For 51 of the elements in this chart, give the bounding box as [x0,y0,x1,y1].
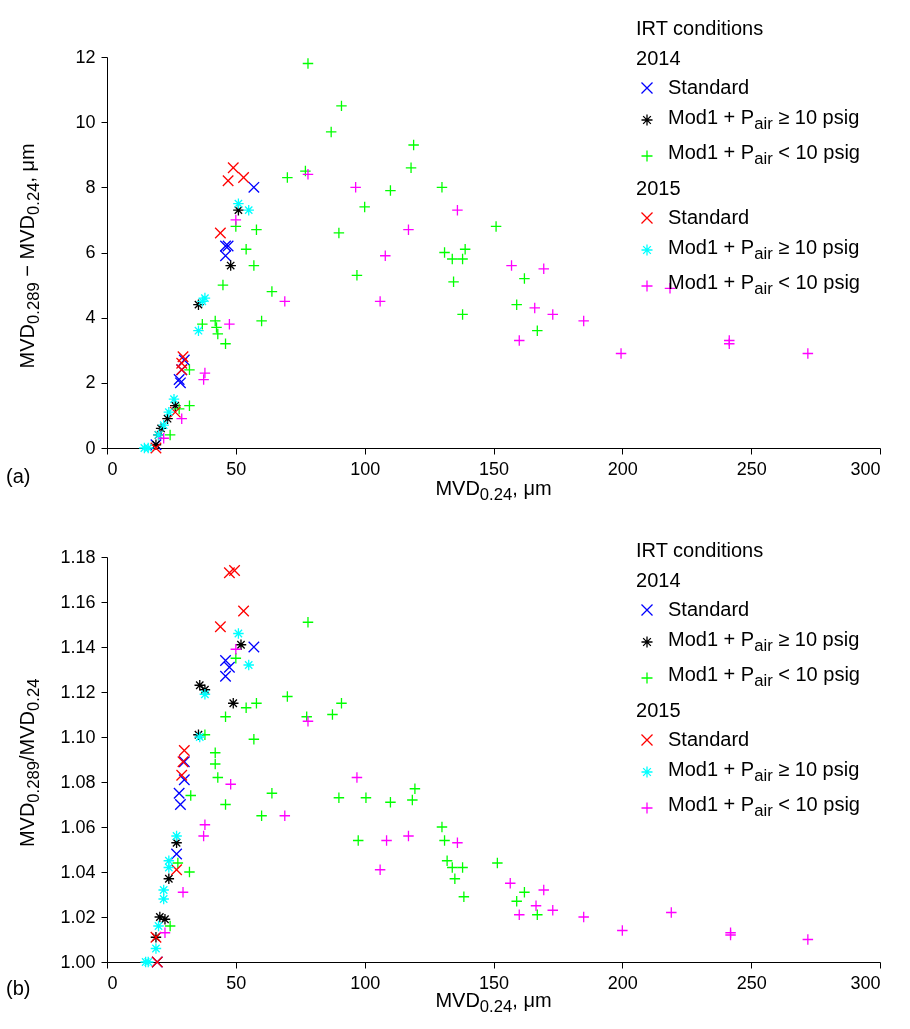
x-tick-label: 250 [736,972,767,993]
x-tick-label: 200 [607,972,638,993]
x-axis-title: MVD$_{0.24}$, μm [434,477,553,504]
y-tick-label: 1.08 [60,771,96,792]
x-tick-label: 50 [226,972,247,993]
y-tick-label: 2 [85,372,96,393]
y-tick-label: 6 [85,242,96,262]
text: (a) [6,465,31,487]
y-tick-label: 1.12 [60,681,96,702]
annotation: 2014 [636,45,682,71]
y-tick-label: 1.00 [60,951,96,972]
x-tick-label: 300 [850,972,881,993]
x-tick-label: 250 [736,458,767,479]
x-tick-label: 0 [107,458,118,479]
legend-label: Mod1 + P$_{air}$ < 10 psig [668,270,860,300]
legend-label: Mod1 + P$_{air}$ ≥ 10 psig [668,234,860,265]
y-tick-label: 1.10 [60,726,96,747]
legend-label: Mod1 + P$_{air}$ < 10 psig [668,662,860,692]
legend-label: Mod1 + P$_{air}$ < 10 psig [668,140,860,170]
y-tick-label: 1.02 [60,906,96,927]
legend-label: Mod1 + P$_{air}$ ≥ 10 psig [668,756,860,787]
legend-label: Standard [668,597,750,622]
x-tick-label: 100 [350,458,381,479]
annotation: 2015 [636,175,682,201]
legend-label: Standard [668,75,750,100]
y-tick-label: 1.14 [60,636,96,657]
x-tick-label: 300 [850,458,881,479]
legend-title: IRT conditions [636,538,765,563]
y-tick-label: 8 [85,176,96,197]
x-tick-label: 50 [226,458,247,479]
annotation: 2015 [636,697,682,723]
x-tick-label: 100 [350,972,381,993]
y-tick-label: 0 [85,437,96,458]
legend-label: Mod1 + P$_{air}$ ≥ 10 psig [668,104,860,135]
x-tick-label: 200 [607,458,638,479]
y-tick-label: 4 [85,307,96,328]
y-tick-label: 1.06 [60,816,96,837]
x-tick-label: 0 [107,972,118,993]
legend-label: Mod1 + P$_{air}$ < 10 psig [668,792,860,822]
y-tick-label: 1.04 [60,861,96,882]
y-tick-label: 10 [75,111,96,132]
y-tick-label: 1.16 [60,591,96,612]
y-tick-label: 12 [75,46,96,67]
y-tick-label: 1.18 [60,546,96,567]
x-tick-label: 150 [478,458,510,479]
legend-label: Standard [668,727,750,752]
annotation: 2014 [636,567,682,593]
legend-label: Mod1 + P$_{air}$ ≥ 10 psig [668,626,860,657]
legend-label: Standard [668,205,750,230]
text: (b) [6,977,31,999]
legend-title: IRT conditions [636,16,765,41]
